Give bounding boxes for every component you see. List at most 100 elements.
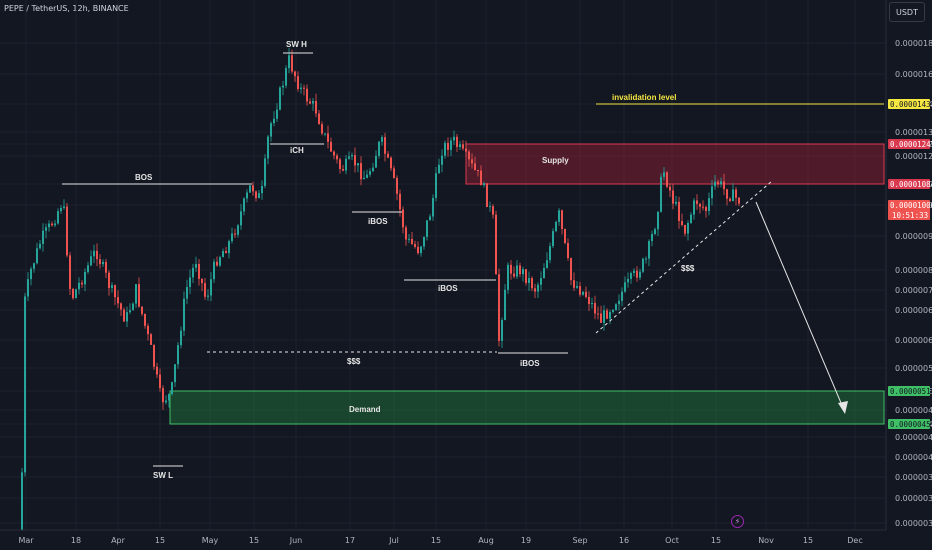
candle-body — [414, 244, 416, 247]
candle-body — [231, 233, 233, 242]
candle-body — [408, 238, 410, 240]
candle-body — [384, 137, 386, 154]
candle-body — [642, 258, 644, 272]
candle-body — [555, 221, 557, 232]
candle-body — [303, 87, 305, 89]
candle-body — [48, 223, 50, 228]
candle-body — [198, 264, 200, 279]
candle-body — [33, 263, 35, 269]
price-tick: 0.00000680 — [895, 306, 932, 315]
candle-body — [291, 55, 293, 72]
candle-body — [111, 285, 113, 288]
candle-body — [300, 87, 302, 89]
candle-body — [417, 246, 419, 254]
time-tick: 18 — [71, 536, 81, 545]
candle-body — [201, 278, 203, 284]
candle-body — [54, 223, 56, 226]
candle-body — [273, 118, 275, 124]
candle-body — [237, 225, 239, 235]
candle-body — [501, 320, 503, 341]
candle-body — [153, 344, 155, 367]
candle-body — [369, 171, 371, 175]
candle-body — [636, 270, 638, 278]
candle-body — [465, 148, 467, 152]
candle-body — [189, 277, 191, 287]
candle-body — [696, 200, 698, 204]
candle-body — [402, 209, 404, 228]
candle-body — [432, 197, 434, 217]
demand-label: Demand — [349, 405, 381, 414]
price-tag-invalidation — [888, 99, 930, 109]
time-tick: 17 — [345, 536, 355, 545]
currency-button[interactable]: USDT — [889, 2, 925, 22]
candle-body — [171, 382, 173, 395]
candle-body — [396, 177, 398, 194]
candle-body — [438, 164, 440, 174]
candle-body — [486, 183, 488, 207]
price-tag-value: 0.00001084 — [890, 180, 932, 189]
candle-body — [531, 278, 533, 289]
candle-body — [504, 289, 506, 321]
candle-body — [261, 186, 263, 194]
price-tick: 0.00000800 — [895, 266, 932, 275]
swh-label: SW H — [286, 40, 307, 49]
time-axis: Mar 18 Apr 15 May 15 Jun 17 Jul 15 Aug 19 Sep 16 Oct 15… — [18, 536, 862, 545]
price-tick: 0.00000345 — [895, 494, 932, 503]
candle-body — [567, 242, 569, 259]
candle-body — [330, 141, 332, 152]
candle-body — [711, 186, 713, 199]
candle-body — [588, 296, 590, 305]
candle-body — [165, 400, 167, 403]
candle-body — [678, 201, 680, 222]
candle-body — [306, 88, 308, 102]
candle-body — [39, 243, 41, 249]
price-tag-demand — [888, 386, 930, 396]
projection-arrowhead — [838, 401, 848, 414]
candle-body — [279, 87, 281, 110]
candle-body — [93, 250, 95, 257]
candle-body — [144, 313, 146, 326]
time-tick: Oct — [665, 536, 679, 545]
price-tick: 0.00000560 — [895, 364, 932, 373]
candle-body — [129, 310, 131, 313]
candle-body — [57, 211, 59, 224]
candle-body — [492, 206, 494, 215]
candle-body — [612, 309, 614, 313]
candle-body — [177, 345, 179, 365]
candle-body — [519, 265, 521, 275]
candle-body — [603, 310, 605, 323]
candle-body — [390, 157, 392, 169]
price-tags: 0.00001439 0.00001247 0.00001084 0.00001006… — [888, 99, 932, 429]
candle-body — [381, 137, 383, 142]
price-tick: 0.00001600 — [895, 70, 932, 79]
candle-body — [123, 309, 125, 322]
candle-body — [267, 136, 269, 159]
candle-body — [30, 268, 32, 280]
candle-body — [126, 312, 128, 322]
price-tag-current — [888, 200, 930, 220]
candle-body — [66, 206, 68, 256]
candle-body — [336, 155, 338, 160]
candle-body — [270, 123, 272, 137]
candle-body — [732, 189, 734, 202]
candle-body — [69, 255, 71, 289]
price-tick: 0.00000319 — [895, 519, 932, 528]
flash-icon[interactable]: ⚡ — [731, 515, 744, 528]
bos-label: BOS — [135, 173, 153, 182]
candle-body — [672, 190, 674, 204]
ibos-label-2: iBOS — [438, 284, 458, 293]
candle-body — [27, 279, 29, 297]
candle-body — [738, 197, 740, 204]
candle-body — [615, 304, 617, 310]
candle-body — [378, 141, 380, 156]
candle-body — [558, 210, 560, 222]
candle-body — [204, 283, 206, 297]
supply-label: Supply — [542, 156, 569, 165]
candle-body — [729, 198, 731, 202]
candle-body — [105, 262, 107, 273]
price-tag-value: 0.00001247 — [890, 140, 932, 149]
candle-body — [441, 155, 443, 165]
candle-body — [606, 310, 608, 319]
candle-body — [288, 55, 290, 69]
